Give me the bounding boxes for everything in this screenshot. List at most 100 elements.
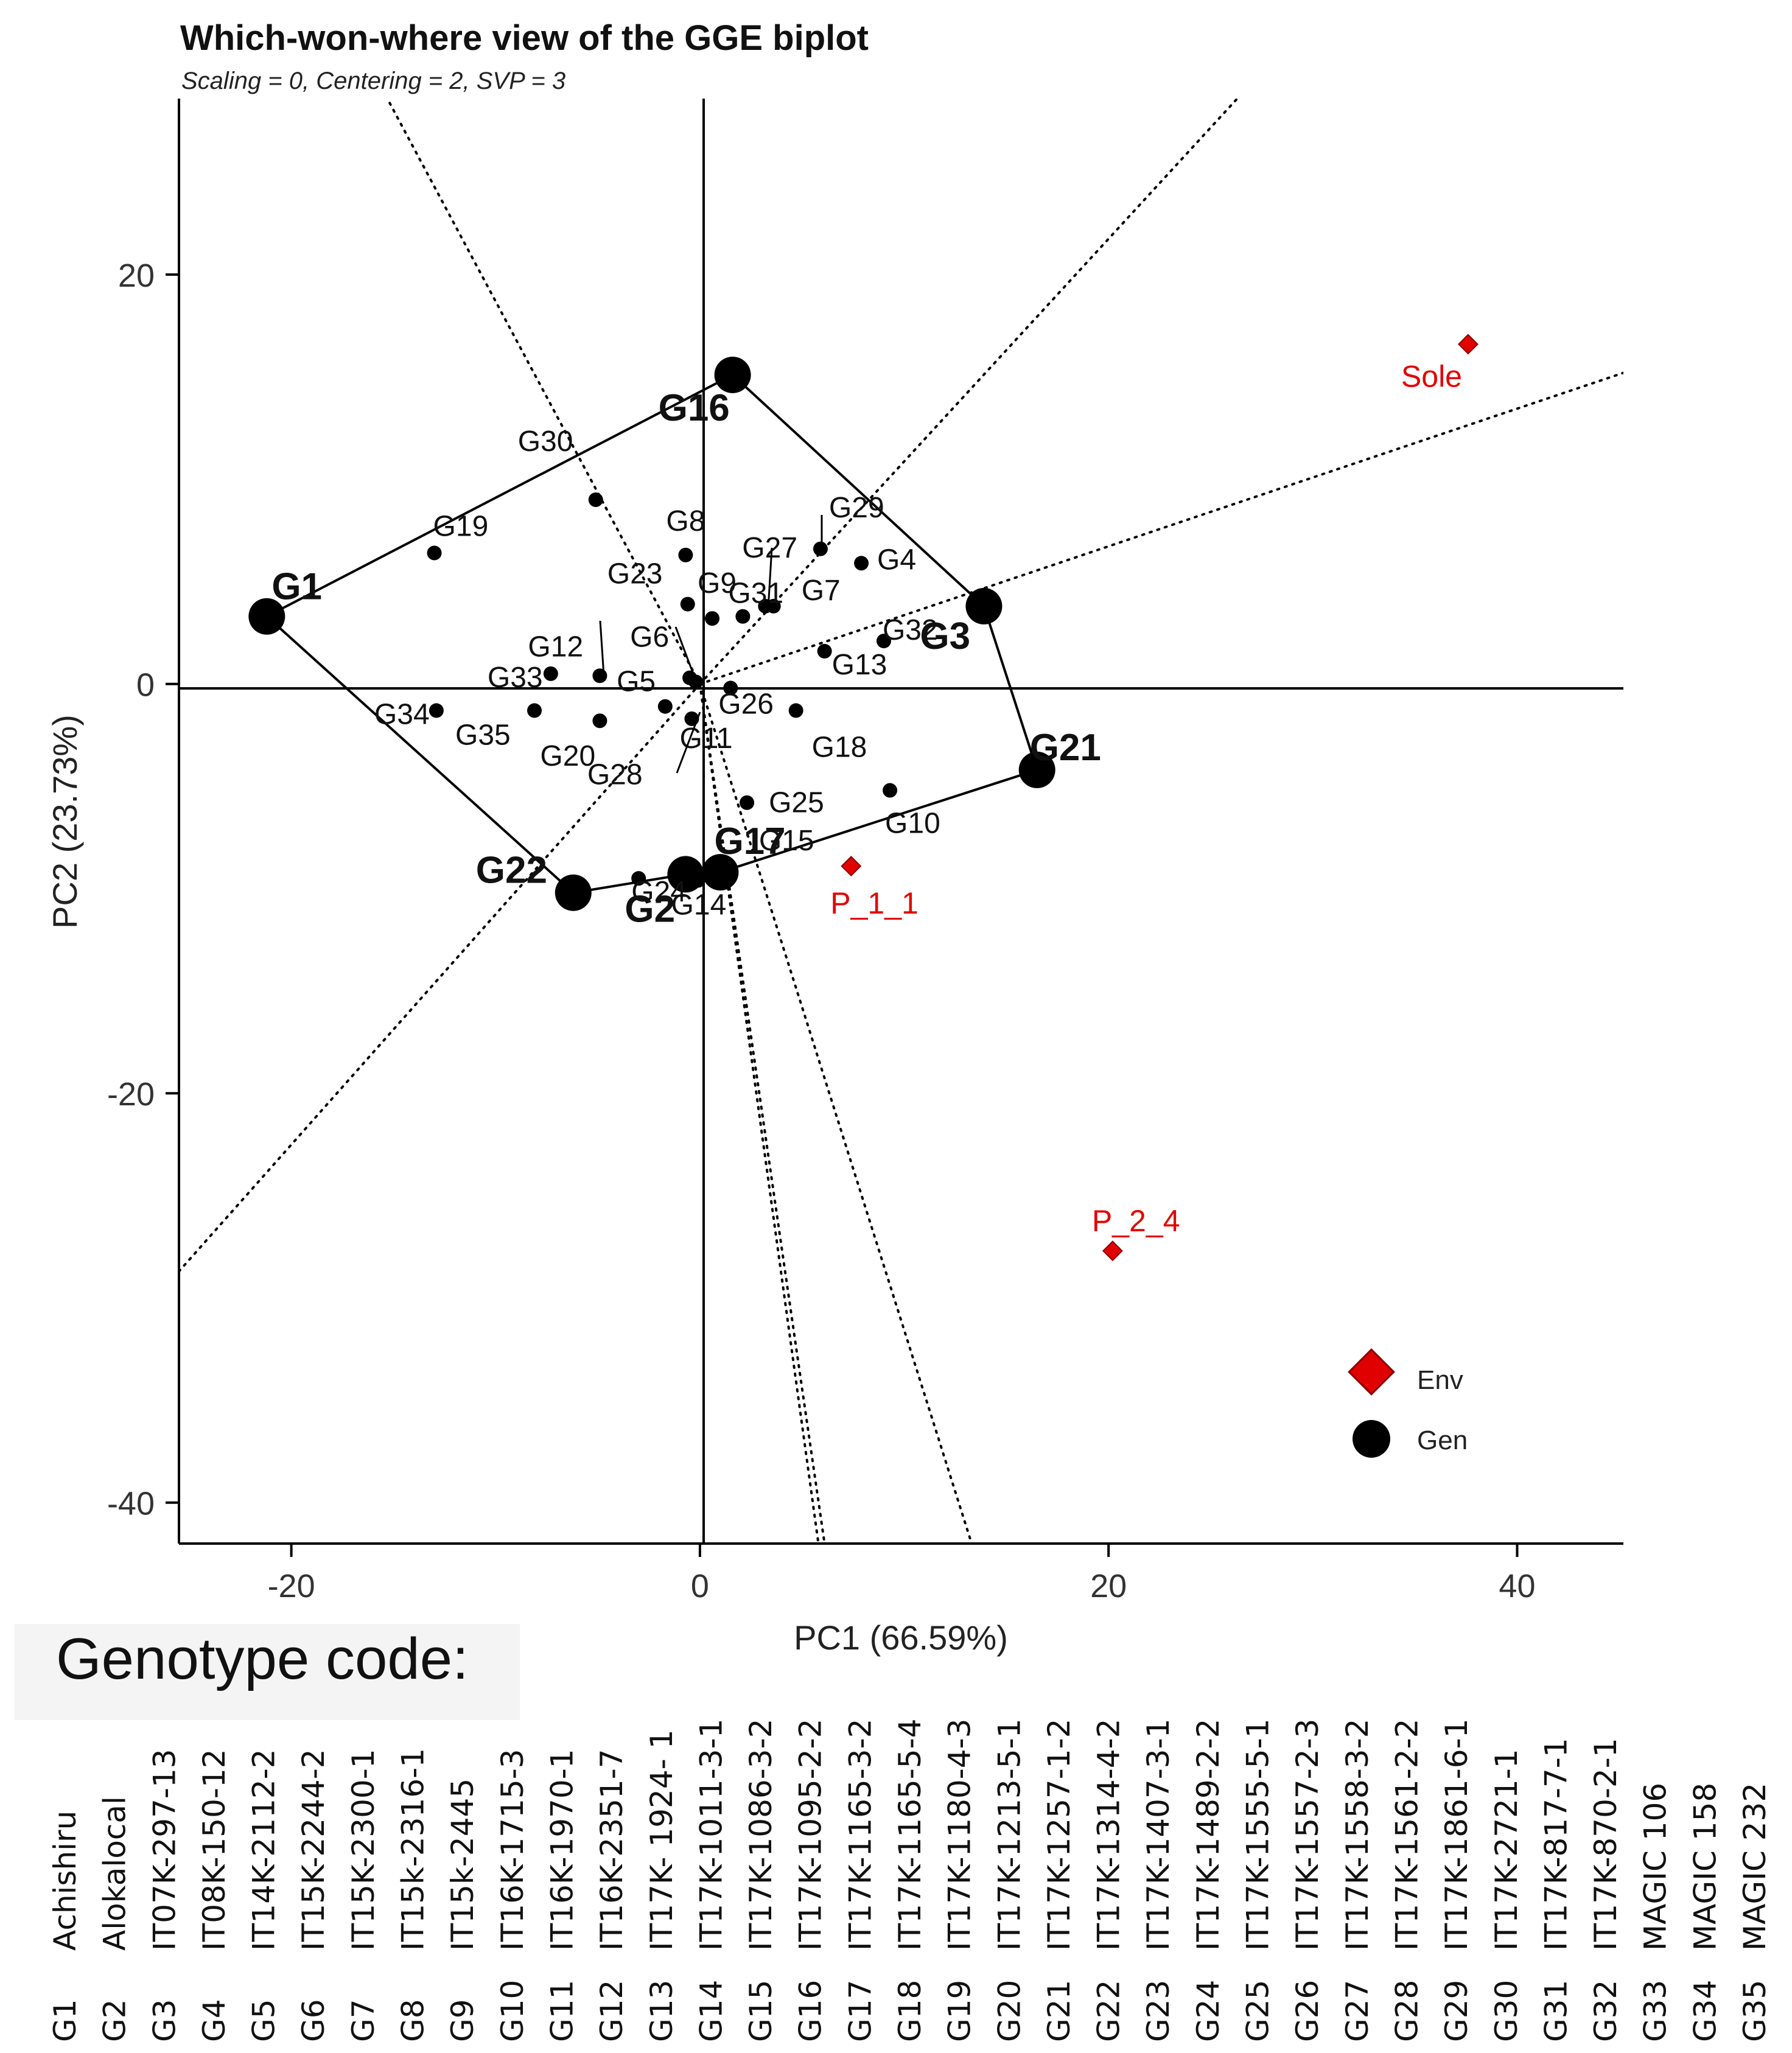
code-name-G9: IT15k-2445 xyxy=(445,1778,480,1951)
leader-line-G12 xyxy=(599,620,605,676)
code-name-G31: IT17K-817-7-1 xyxy=(1538,1738,1573,1951)
code-id-G27: G27 xyxy=(1340,1980,1375,2042)
genotype-label-G3: G3 xyxy=(920,615,970,657)
chart-subtitle: Scaling = 0, Centering = 2, SVP = 3 xyxy=(181,68,565,94)
legend-gen-label: Gen xyxy=(1417,1425,1468,1455)
code-name-G4: IT08K-150-12 xyxy=(197,1749,232,1951)
code-id-G5: G5 xyxy=(247,1999,282,2042)
genotype-label-G6: G6 xyxy=(630,621,669,653)
genotype-label-G10: G10 xyxy=(885,808,940,840)
code-id-G15: G15 xyxy=(743,1980,779,2042)
code-id-G13: G13 xyxy=(644,1980,679,2042)
genotype-point-G14 xyxy=(690,873,705,888)
code-name-G29: IT17K-1861-6-1 xyxy=(1439,1719,1474,1951)
genotype-point-G26 xyxy=(723,680,738,696)
code-name-G25: IT17K-1555-5-1 xyxy=(1241,1719,1276,1951)
leader-line-G27 xyxy=(767,547,773,609)
x-tick-label--20: -20 xyxy=(268,1568,315,1604)
genotype-label-G26: G26 xyxy=(718,688,774,720)
genotype-label-G23: G23 xyxy=(607,558,663,590)
genotype-point-G35 xyxy=(527,703,542,718)
code-name-G28: IT17K-1561-2-2 xyxy=(1389,1719,1424,1951)
genotype-point-G29 xyxy=(813,541,828,556)
code-id-G9: G9 xyxy=(445,1999,480,2042)
code-id-G12: G12 xyxy=(594,1980,629,2042)
x-tick-label-40: 40 xyxy=(1499,1568,1535,1604)
genotype-point-G34 xyxy=(429,703,444,718)
code-id-G22: G22 xyxy=(1091,1980,1127,2042)
genotype-label-G33: G33 xyxy=(488,662,543,694)
code-name-G32: IT17K-870-2-1 xyxy=(1588,1738,1623,1951)
genotype-label-G21: G21 xyxy=(1030,727,1101,769)
genotype-label-G8: G8 xyxy=(666,505,705,537)
code-name-G16: IT17K-1095-2-2 xyxy=(793,1719,828,1951)
code-id-G14: G14 xyxy=(693,1980,729,2042)
code-name-G2: Alokalocal xyxy=(97,1796,133,1951)
genotype-point-G31 xyxy=(735,609,751,624)
genotype-label-G30: G30 xyxy=(518,425,573,458)
genotype-label-G15: G15 xyxy=(759,825,814,857)
code-id-G1: G1 xyxy=(47,1999,83,2042)
x-tick-label-20: 20 xyxy=(1090,1568,1127,1604)
genotype-point-G12 xyxy=(592,668,607,684)
genotype-point-G23 xyxy=(680,596,695,612)
genotype-label-G4: G4 xyxy=(877,544,916,576)
genotype-label-G17: G17 xyxy=(714,820,785,862)
sector-ray-6 xyxy=(698,682,826,1544)
genotype-label-G5: G5 xyxy=(617,666,656,698)
code-id-G29: G29 xyxy=(1439,1980,1474,2042)
genotype-label-G28: G28 xyxy=(587,759,643,791)
code-id-G11: G11 xyxy=(544,1980,579,2042)
genotype-point-G33 xyxy=(543,666,558,681)
code-name-G14: IT17K-1011-3-1 xyxy=(693,1719,729,1951)
sector-ray-1 xyxy=(386,99,701,685)
x-tick-label-0: 0 xyxy=(691,1568,709,1604)
code-name-G22: IT17K-1314-4-2 xyxy=(1091,1719,1127,1951)
code-id-G32: G32 xyxy=(1588,1980,1623,2042)
code-id-G34: G34 xyxy=(1687,1980,1723,2042)
genotype-label-G31: G31 xyxy=(728,578,783,610)
genotype-point-G1 xyxy=(248,598,285,635)
y-tick-label-0: 0 xyxy=(136,667,155,704)
sector-ray-3 xyxy=(698,371,1623,685)
environment-points: Sole P_1_1 P_2_4 xyxy=(830,334,1479,1262)
leader-line-G6 xyxy=(674,626,695,676)
code-id-G2: G2 xyxy=(97,1999,133,2042)
genotype-label-G27: G27 xyxy=(742,532,797,564)
code-name-G1: Achishiru xyxy=(47,1811,83,1951)
genotype-point-G6 xyxy=(688,674,704,690)
code-id-G33: G33 xyxy=(1638,1980,1673,2042)
genotype-point-G18 xyxy=(788,703,803,718)
genotype-label-G25: G25 xyxy=(769,787,824,819)
code-name-G20: IT17K-1213-5-1 xyxy=(992,1719,1027,1951)
env-point-P_1_1 xyxy=(841,856,862,876)
y-tick-label-20: 20 xyxy=(118,257,155,294)
env-label-Sole: Sole xyxy=(1401,360,1462,394)
genotype-label-G11: G11 xyxy=(679,722,732,755)
env-point-P_2_4 xyxy=(1102,1240,1123,1262)
code-id-G19: G19 xyxy=(942,1980,978,2042)
genotype-label-G35: G35 xyxy=(455,719,511,751)
code-name-G33: MAGIC 106 xyxy=(1638,1783,1673,1951)
genotype-label-G18: G18 xyxy=(812,731,867,763)
genotype-point-G25 xyxy=(740,795,755,810)
code-name-G17: IT17K-1165-3-2 xyxy=(842,1719,878,1951)
code-name-G15: IT17K-1086-3-2 xyxy=(743,1719,779,1951)
code-name-G7: IT15K-2300-1 xyxy=(346,1749,381,1951)
code-id-G6: G6 xyxy=(296,1999,331,2042)
genotype-label-G32: G32 xyxy=(883,614,938,646)
code-id-G31: G31 xyxy=(1538,1980,1573,2042)
code-name-G6: IT15K-2244-2 xyxy=(296,1749,331,1951)
code-name-G3: IT07K-297-13 xyxy=(147,1749,182,1951)
code-id-G24: G24 xyxy=(1191,1980,1226,2042)
genotype-label-G13: G13 xyxy=(832,649,887,681)
genotype-label-G1: G1 xyxy=(271,566,322,608)
genotype-label-G12: G12 xyxy=(528,631,583,663)
code-name-G26: IT17K-1557-2-3 xyxy=(1290,1719,1325,1951)
code-name-G12: IT16K-2351-7 xyxy=(594,1749,629,1951)
chart-title: Which-won-where view of the GGE biplot xyxy=(180,18,869,58)
code-id-G8: G8 xyxy=(396,1999,431,2042)
code-name-G18: IT17K-1165-5-4 xyxy=(892,1719,928,1951)
code-name-G34: MAGIC 158 xyxy=(1687,1783,1723,1951)
genotype-point-G16 xyxy=(714,356,751,393)
